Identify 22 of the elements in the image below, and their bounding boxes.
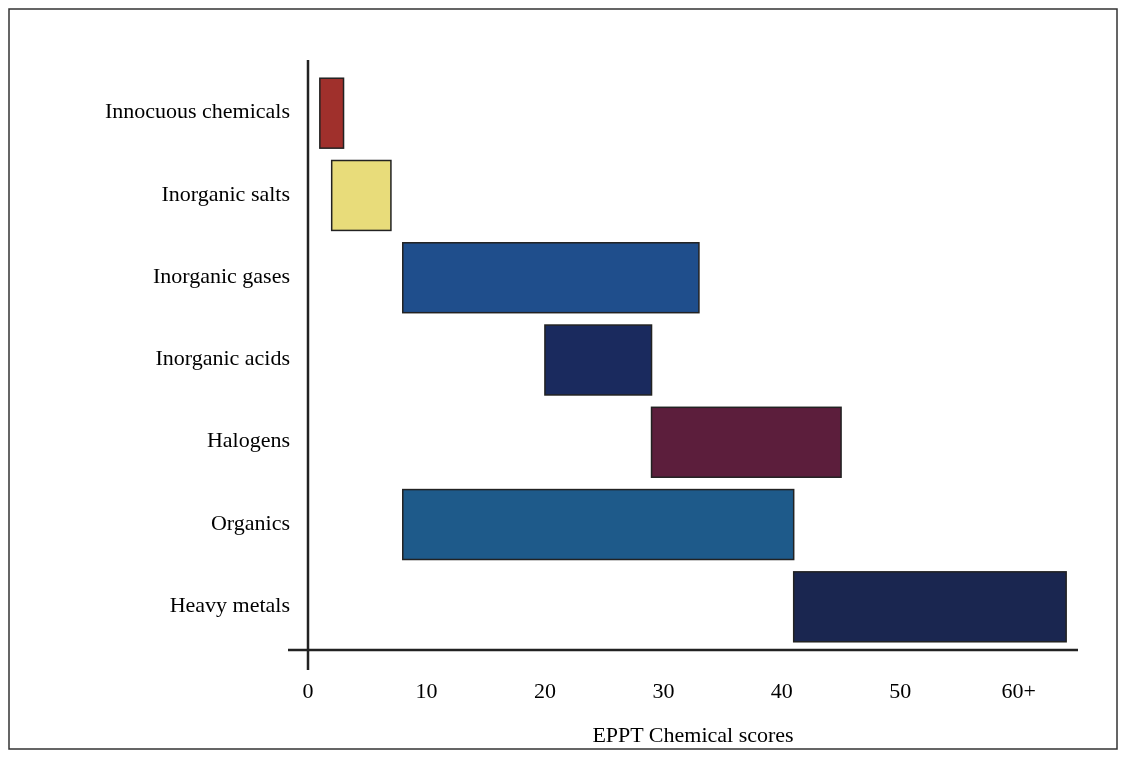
y-tick-label: Heavy metals <box>169 591 290 617</box>
x-tick-label: 10 <box>415 678 438 703</box>
x-axis-title: EPPT Chemical scores <box>592 722 794 747</box>
bar <box>402 488 795 561</box>
x-tick-label: 30 <box>652 678 675 703</box>
y-tick-label: Inorganic gases <box>152 262 290 288</box>
x-tick-label: 0 <box>302 678 314 703</box>
y-tick-label: Halogens <box>206 427 290 453</box>
y-tick-label: Organics <box>210 509 290 535</box>
y-tick-label: Innocuous chemicals <box>104 98 290 124</box>
bar <box>650 406 842 478</box>
x-tick-label: 40 <box>770 678 793 703</box>
bar <box>330 159 392 232</box>
x-tick-label: 50 <box>889 678 912 703</box>
y-tick-label: Inorganic salts <box>161 180 290 206</box>
y-tick-label: Inorganic acids <box>155 345 290 371</box>
x-tick-label: 60+ <box>1001 678 1036 703</box>
bar <box>544 324 653 396</box>
bar <box>319 77 345 149</box>
x-tick-label: 20 <box>533 678 556 703</box>
bar <box>402 242 700 314</box>
bar <box>792 571 1067 643</box>
